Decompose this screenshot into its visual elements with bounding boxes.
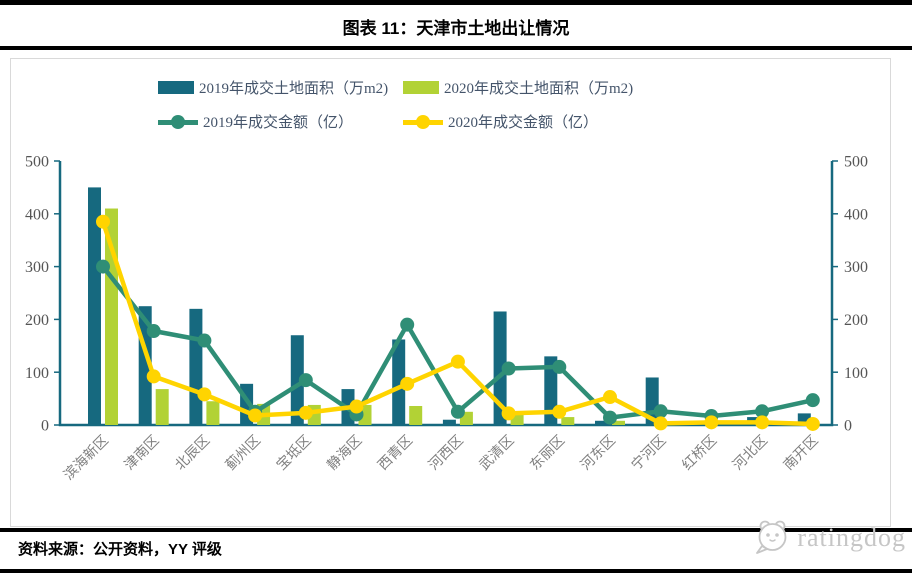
title-rule bbox=[0, 46, 912, 50]
legend-item: 2019年成交金额（亿） bbox=[158, 111, 403, 132]
y-axis-right-label: 500 bbox=[844, 154, 868, 171]
legend-item: 2020年成交土地面积（万m2) bbox=[403, 77, 703, 98]
line-marker bbox=[96, 214, 110, 229]
line-marker bbox=[349, 399, 364, 414]
x-axis-label: 宁河区 bbox=[628, 432, 670, 474]
legend: 2019年成交土地面积（万m2) 2020年成交土地面积（万m2) 2019年成交金… bbox=[158, 77, 703, 132]
line-marker bbox=[603, 390, 617, 405]
line-marker bbox=[501, 406, 516, 421]
bar bbox=[561, 417, 575, 425]
bar bbox=[442, 419, 456, 425]
chart-area: 2019年成交土地面积（万m2) 2020年成交土地面积（万m2) 2019年成交金… bbox=[10, 58, 891, 527]
line-marker bbox=[755, 415, 770, 430]
line-marker bbox=[552, 359, 567, 374]
line-marker bbox=[450, 404, 465, 419]
ratingdog-logo: ratingdog bbox=[753, 518, 906, 558]
x-axis-label: 武清区 bbox=[476, 433, 517, 474]
line-marker bbox=[146, 324, 161, 339]
bar-series bbox=[88, 187, 811, 425]
y-axis-left-label: 400 bbox=[25, 206, 49, 223]
bar bbox=[88, 187, 101, 425]
chart-title: 图表 11：天津市土地出让情况 bbox=[342, 19, 570, 38]
line-marker bbox=[298, 373, 313, 388]
y-axis-left-label: 200 bbox=[25, 312, 49, 329]
legend-bar-swatch bbox=[403, 81, 439, 94]
legend-label: 2019年成交金额（亿） bbox=[203, 115, 354, 131]
x-axis-label: 南开区 bbox=[781, 433, 822, 474]
dog-face-icon bbox=[756, 520, 787, 554]
bar bbox=[392, 339, 406, 425]
x-axis-label: 河北区 bbox=[730, 433, 771, 474]
legend-label: 2020年成交金额（亿） bbox=[448, 115, 599, 131]
line-marker bbox=[298, 405, 313, 420]
line-marker bbox=[197, 333, 212, 348]
bar bbox=[290, 335, 304, 425]
bar bbox=[510, 413, 524, 425]
line-marker bbox=[552, 404, 567, 419]
logo-text: ratingdog bbox=[797, 523, 906, 552]
x-axis-label: 宝坻区 bbox=[274, 433, 315, 474]
line-marker bbox=[400, 317, 415, 332]
line-marker bbox=[400, 376, 415, 391]
footer-rule bbox=[0, 528, 912, 532]
line-marker bbox=[603, 410, 617, 425]
plot-svg: 0 0 100 100 200 200 300 300 400 400 500 500 滨海新区 津南区北… bbox=[25, 154, 868, 484]
bar bbox=[155, 389, 169, 425]
y-axis-right-label: 100 bbox=[844, 365, 868, 382]
bar bbox=[493, 311, 507, 425]
y-axis-right-label: 0 bbox=[844, 418, 852, 435]
legend-line-swatch bbox=[158, 114, 198, 129]
bar bbox=[612, 420, 625, 425]
bar bbox=[797, 413, 811, 425]
line-marker bbox=[146, 369, 161, 384]
x-axis-label: 红桥区 bbox=[679, 433, 720, 474]
x-axis-label: 西青区 bbox=[375, 433, 416, 474]
x-axis-label: 北辰区 bbox=[172, 433, 213, 474]
bar bbox=[189, 308, 203, 425]
x-axis-label: 津南区 bbox=[122, 433, 163, 474]
legend-line-swatch bbox=[403, 114, 443, 129]
line-marker bbox=[805, 416, 820, 431]
line-marker bbox=[704, 415, 719, 430]
x-axis-label: 东丽区 bbox=[527, 433, 568, 474]
x-axis-label: 蓟州区 bbox=[223, 433, 264, 474]
legend-item: 2019年成交土地面积（万m2) bbox=[158, 77, 403, 98]
line-marker bbox=[96, 259, 110, 274]
y-axis-right-label: 200 bbox=[844, 312, 868, 329]
legend-item: 2020年成交金额（亿） bbox=[403, 111, 703, 132]
y-axis-right-label: 400 bbox=[844, 206, 868, 223]
y-axis-right-label: 300 bbox=[844, 259, 868, 276]
line-marker bbox=[197, 387, 212, 402]
x-axis-label: 河东区 bbox=[578, 433, 619, 474]
legend-bar-swatch bbox=[158, 81, 194, 94]
y-axis-left-label: 0 bbox=[41, 418, 49, 435]
line-marker bbox=[755, 404, 770, 419]
top-rule bbox=[0, 0, 912, 5]
line-series bbox=[96, 214, 820, 431]
bar bbox=[595, 420, 608, 425]
x-axis-labels: 滨海新区 津南区 北辰区 蓟州区 宝坻区 静海区 西青区 河西区 武清区 东丽区 河东区 宁河区 红桥区… bbox=[61, 432, 822, 484]
y-axis-left-label: 300 bbox=[25, 259, 49, 276]
line-marker bbox=[450, 354, 465, 369]
legend-label: 2020年成交土地面积（万m2) bbox=[444, 81, 634, 97]
line-marker bbox=[501, 361, 516, 376]
legend-label: 2019年成交土地面积（万m2) bbox=[199, 81, 389, 97]
bar bbox=[409, 405, 423, 425]
line-marker bbox=[248, 408, 263, 423]
line-marker bbox=[653, 404, 668, 419]
bar bbox=[206, 401, 220, 425]
y-axis-left-label: 500 bbox=[25, 154, 49, 171]
x-axis-label: 河西区 bbox=[426, 433, 467, 474]
line-marker bbox=[653, 416, 668, 431]
y-axis-left-label: 100 bbox=[25, 365, 49, 382]
source-text: 资料来源：公开资料，YY 评级 bbox=[18, 541, 222, 558]
line-marker bbox=[805, 393, 820, 408]
bottom-rule bbox=[0, 569, 912, 573]
x-axis-label: 静海区 bbox=[324, 433, 365, 474]
x-axis-label: 滨海新区 bbox=[61, 433, 112, 484]
